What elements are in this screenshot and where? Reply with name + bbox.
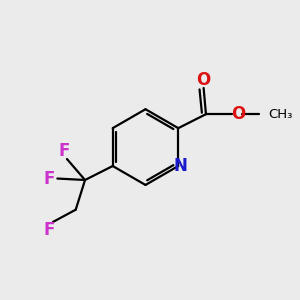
Text: F: F bbox=[59, 142, 70, 160]
Text: O: O bbox=[196, 71, 211, 89]
Text: O: O bbox=[231, 105, 245, 123]
Text: F: F bbox=[44, 169, 55, 188]
Text: N: N bbox=[174, 157, 188, 175]
Text: CH₃: CH₃ bbox=[268, 108, 292, 121]
Text: F: F bbox=[44, 221, 55, 239]
